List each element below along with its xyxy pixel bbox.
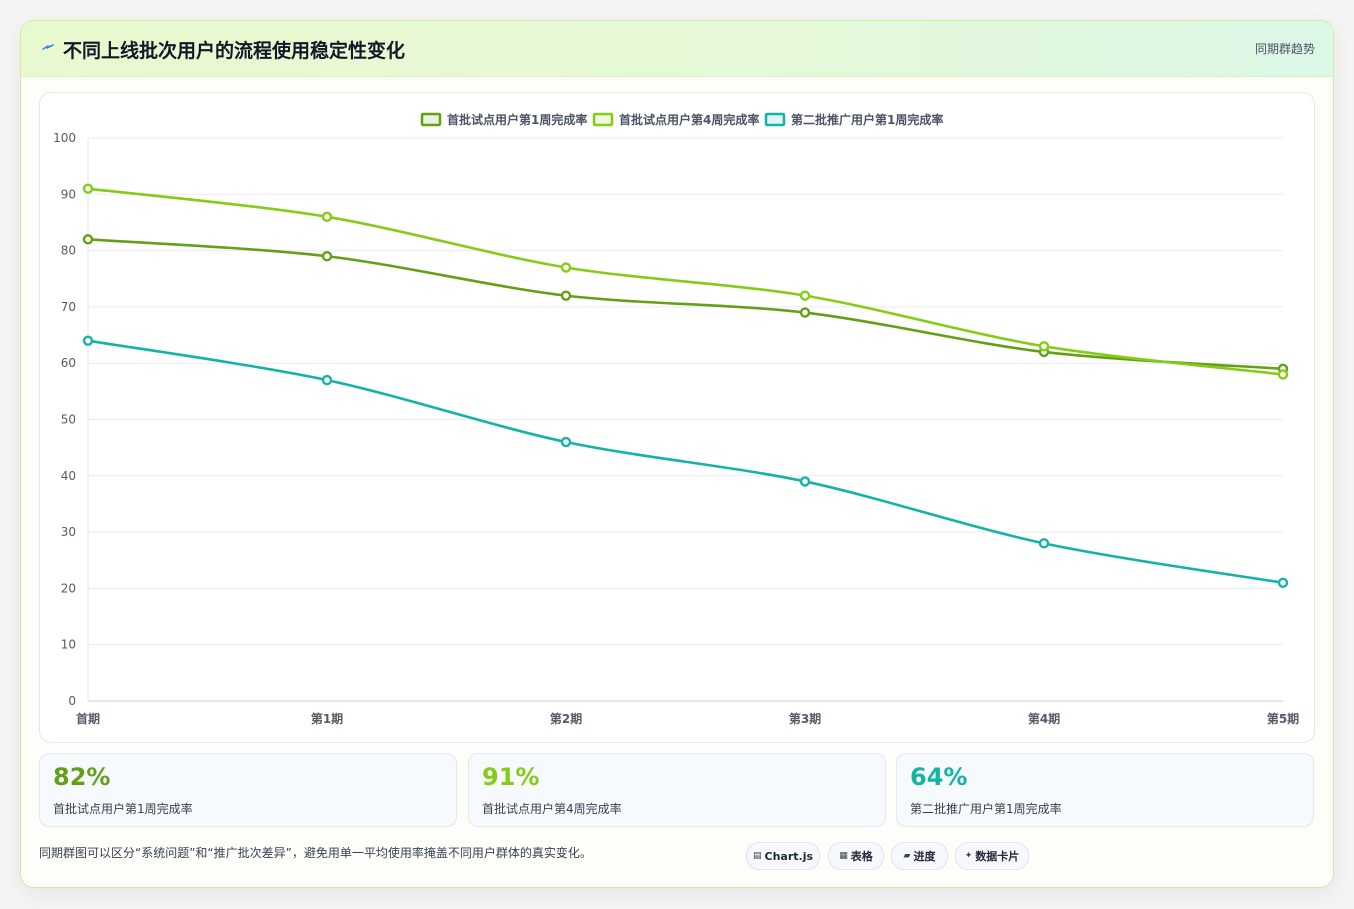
data-point: [82, 183, 94, 194]
lightning-icon: [42, 44, 54, 50]
y-tick-label: 90: [61, 187, 76, 201]
tag-table[interactable]: ▦ 表格: [828, 842, 884, 870]
tag-data-card[interactable]: ✦ 数据卡片: [955, 842, 1029, 870]
y-tick-label: 100: [53, 131, 76, 145]
legend-item-2: 首批试点用户第4周完成率: [592, 112, 759, 127]
y-tick-label: 40: [61, 469, 76, 483]
y-tick-label: 20: [61, 581, 76, 595]
data-point: [560, 436, 572, 448]
stat-label: 第二批推广用户第1周完成率: [910, 802, 1062, 816]
y-tick-label: 80: [61, 244, 76, 258]
x-tick-label: 第3期: [789, 711, 821, 726]
data-point: [1038, 341, 1050, 352]
y-tick-label: 30: [61, 525, 76, 539]
y-tick-label: 0: [68, 694, 76, 708]
legend-swatch: [420, 112, 442, 127]
x-tick-label: 第2期: [550, 711, 582, 726]
data-point: [82, 335, 94, 346]
legend-item-1: 首批试点用户第1周完成率: [420, 112, 587, 127]
y-tick-label: 70: [61, 300, 76, 314]
data-point: [321, 251, 333, 262]
data-point: [1277, 369, 1289, 380]
x-tick-label: 第5期: [1267, 711, 1299, 726]
data-point: [1038, 538, 1050, 549]
stat-value: 82%: [53, 763, 111, 791]
data-point: [799, 290, 811, 301]
stat-label: 首批试点用户第1周完成率: [53, 802, 193, 816]
data-point: [560, 290, 572, 301]
stat-value: 64%: [910, 763, 968, 791]
progress-icon: ▰: [903, 851, 911, 861]
data-point: [1277, 577, 1289, 588]
stat-card-pilot-week4: 91% 首批试点用户第4周完成率: [468, 753, 886, 827]
data-point: [560, 262, 572, 273]
data-point: [321, 211, 333, 223]
x-tick-label: 首期: [76, 711, 100, 726]
line-chart: 0 10 20 30 40 50 60 70 80 90 100 首期 第1期 第2期 第3期 第4期 第5期 首…: [53, 112, 1299, 726]
stat-card-pilot-week1: 82% 首批试点用户第1周完成率: [39, 753, 457, 827]
card-header: 不同上线批次用户的流程使用稳定性变化 同期群趋势: [21, 21, 1333, 77]
series-line-2: [87, 187, 1284, 376]
data-point: [82, 234, 94, 245]
stat-card-rollout-week1: 64% 第二批推广用户第1周完成率: [896, 753, 1314, 827]
legend-label: 首批试点用户第1周完成率: [447, 112, 587, 127]
series-line-1: [87, 238, 1284, 371]
legend-swatch: [764, 112, 786, 127]
chart-panel: 0 10 20 30 40 50 60 70 80 90 100 首期 第1期 第2期 第3期 第4期 第5期 首…: [39, 92, 1315, 743]
y-tick-label: 60: [61, 356, 76, 370]
tag-chartjs[interactable]: ▤ Chart.js: [746, 842, 820, 870]
tag-label: 进度: [913, 850, 936, 863]
page-title: 不同上线批次用户的流程使用稳定性变化: [63, 40, 406, 62]
tag-label: 表格: [850, 850, 873, 863]
cohort-badge: 同期群趋势: [1254, 42, 1315, 56]
tag-label: 数据卡片: [975, 850, 1020, 863]
legend-label: 首批试点用户第4周完成率: [619, 112, 759, 127]
card-icon: ✦: [964, 851, 973, 861]
x-tick-label: 第1期: [311, 711, 343, 726]
x-tick-label: 第4期: [1028, 711, 1060, 726]
stat-value: 91%: [482, 763, 540, 791]
chart-card: 不同上线批次用户的流程使用稳定性变化 同期群趋势 0 10 20 30 40 50 60 70…: [20, 20, 1334, 888]
series-line-3: [87, 339, 1284, 585]
legend-swatch: [592, 112, 614, 127]
legend-label: 第二批推广用户第1周完成率: [791, 112, 943, 127]
data-point: [799, 476, 811, 487]
data-point: [321, 374, 333, 386]
chart-icon: ▤: [752, 851, 762, 861]
y-tick-label: 50: [61, 413, 76, 427]
tag-progress[interactable]: ▰ 进度: [891, 842, 948, 870]
legend-item-3: 第二批推广用户第1周完成率: [764, 112, 943, 127]
data-point: [799, 307, 811, 318]
table-icon: ▦: [839, 851, 848, 861]
tag-label: Chart.js: [764, 849, 814, 863]
footnote: 同期群图可以区分“系统问题”和“推广批次差异”，避免用单一平均使用率掩盖不同用户…: [39, 846, 592, 860]
y-tick-label: 10: [61, 638, 76, 652]
stat-label: 首批试点用户第4周完成率: [482, 802, 622, 816]
